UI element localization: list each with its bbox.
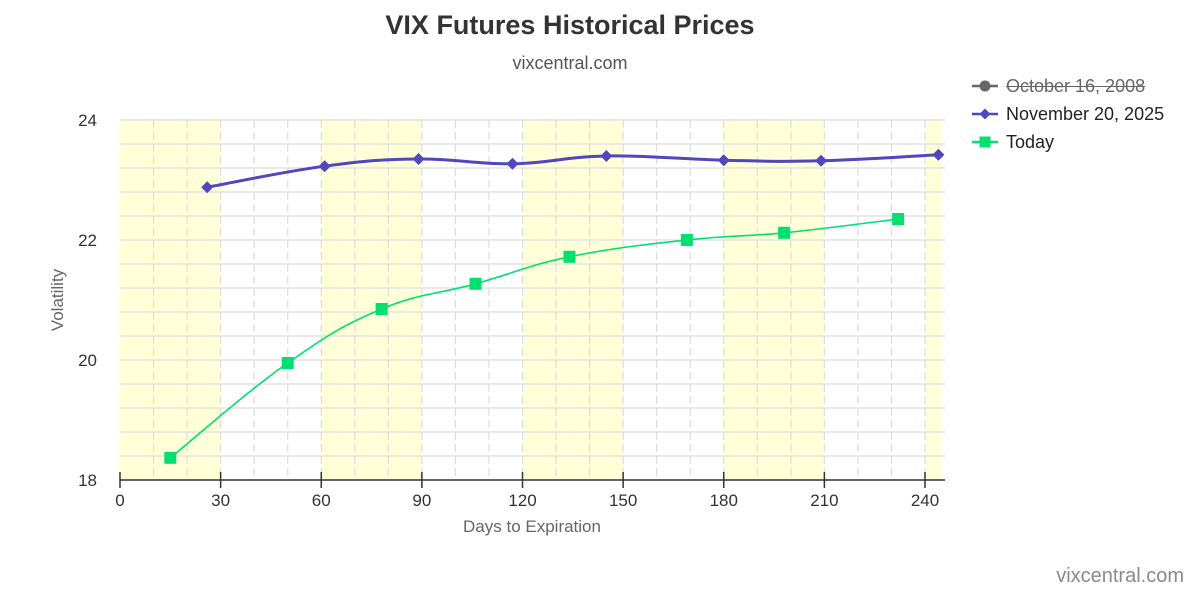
data-point-square[interactable] — [563, 250, 576, 263]
series-november-20-2025 — [201, 148, 945, 194]
legend-marker-shape[interactable] — [979, 80, 991, 92]
legend-item-november-20-2025[interactable]: November 20, 2025 — [970, 100, 1164, 128]
legend: October 16, 2008 November 20, 2025 Today — [970, 72, 1164, 156]
y-tick-label: 18 — [78, 471, 97, 490]
expiration-band — [925, 120, 942, 480]
data-point-diamond[interactable] — [815, 154, 828, 167]
data-point-diamond[interactable] — [932, 148, 945, 161]
legend-label: November 20, 2025 — [1006, 103, 1165, 124]
data-point-square[interactable] — [469, 277, 482, 290]
y-axis-title: Volatility — [48, 268, 67, 331]
expiration-bands — [120, 120, 942, 480]
grid-lines — [120, 119, 945, 481]
diamond-marker-icon — [972, 108, 998, 120]
expiration-band — [723, 120, 825, 480]
legend-marker-shape[interactable] — [979, 136, 991, 148]
data-point-square[interactable] — [680, 234, 693, 246]
y-tick-label: 24 — [78, 111, 97, 130]
x-tick-label: 240 — [911, 491, 939, 510]
axes: 0 30 60 90 120 150 180 210 240 18 20 22 24 — [78, 111, 945, 510]
expiration-band — [522, 120, 624, 480]
legend-item-today[interactable]: Today — [970, 128, 1164, 156]
series-lines — [164, 148, 945, 464]
x-tick-label: 180 — [710, 491, 738, 510]
x-tick-label: 120 — [508, 491, 536, 510]
legend-label: October 16, 2008 — [1006, 75, 1146, 96]
chart-subtitle: vixcentral.com — [512, 53, 628, 73]
y-tick-label: 22 — [78, 231, 97, 250]
expiration-band — [120, 120, 221, 480]
data-point-diamond[interactable] — [600, 150, 613, 162]
legend-label: Today — [1006, 131, 1055, 152]
legend-marker-shape[interactable] — [979, 108, 991, 120]
data-point-square[interactable] — [375, 303, 388, 315]
x-tick-label: 210 — [810, 491, 838, 510]
series-today — [164, 213, 905, 464]
x-axis-title: Days to Expiration — [463, 517, 601, 536]
x-tick-label: 60 — [312, 491, 331, 510]
data-point-diamond[interactable] — [412, 153, 425, 165]
x-tick-label: 90 — [412, 491, 431, 510]
data-point-square[interactable] — [778, 226, 791, 239]
data-point-square[interactable] — [164, 451, 177, 464]
data-point-square[interactable] — [892, 213, 905, 225]
data-point-diamond[interactable] — [506, 157, 519, 170]
credit-link[interactable]: vixcentral.com — [1056, 565, 1184, 587]
x-tick-label: 30 — [211, 491, 230, 510]
x-tick-label: 150 — [609, 491, 637, 510]
data-point-square[interactable] — [281, 357, 294, 369]
square-marker-icon — [972, 136, 998, 148]
x-tick-label: 0 — [115, 491, 124, 510]
legend-item-october-16-2008[interactable]: October 16, 2008 — [970, 72, 1164, 100]
series-line — [206, 153, 939, 189]
chart-title: VIX Futures Historical Prices — [385, 10, 755, 40]
data-point-diamond[interactable] — [318, 160, 331, 173]
y-tick-label: 20 — [78, 351, 97, 370]
circle-marker-icon — [972, 80, 998, 92]
data-point-diamond[interactable] — [717, 154, 730, 167]
data-point-diamond[interactable] — [201, 181, 214, 194]
